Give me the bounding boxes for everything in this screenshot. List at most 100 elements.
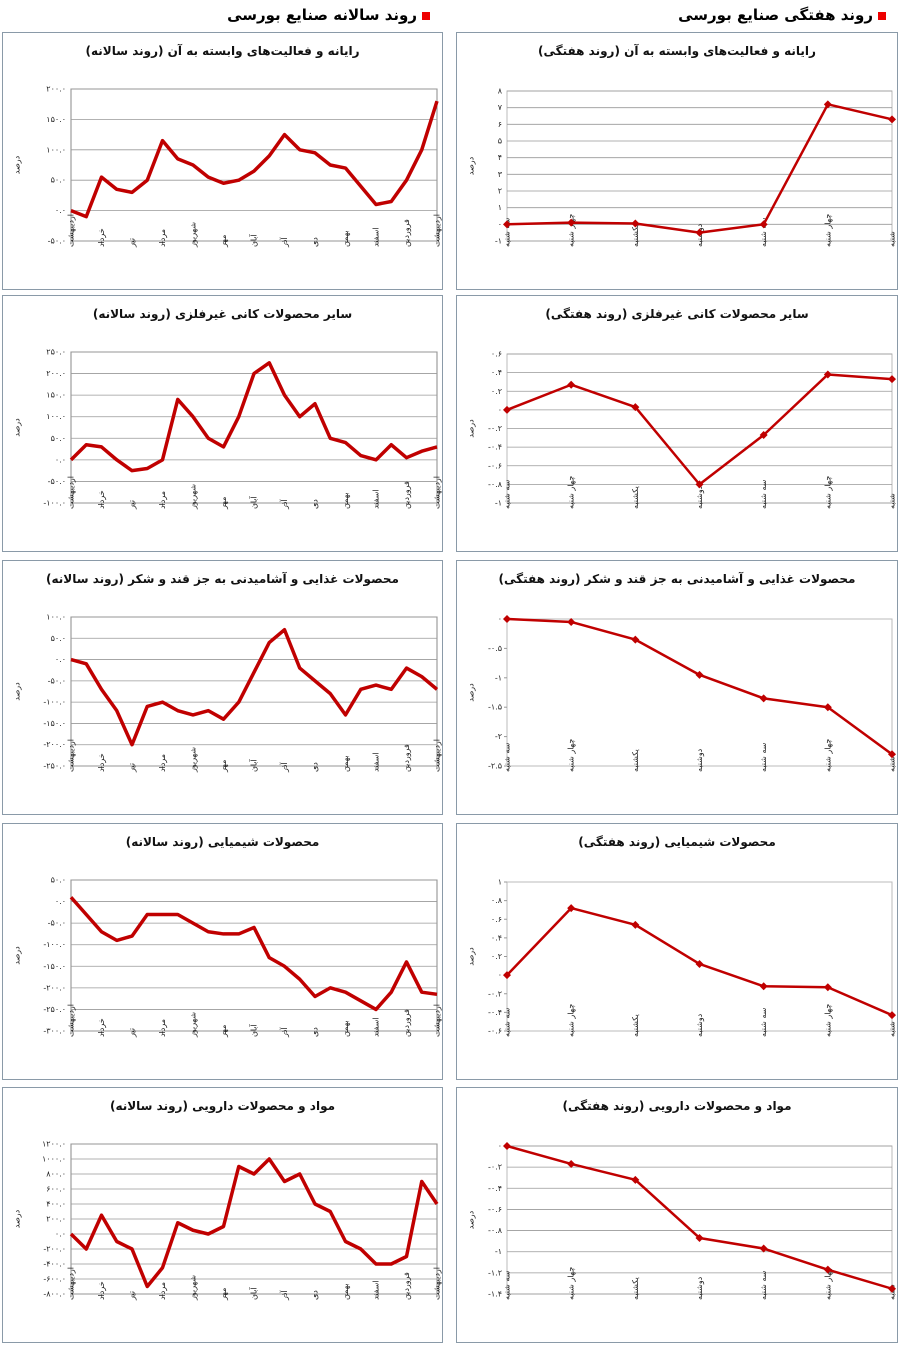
data-marker xyxy=(567,617,576,626)
data-line xyxy=(506,103,893,234)
chart-panel: مواد و محصولات دارویی (روند سالانه) درصد -… xyxy=(2,1087,443,1343)
x-tick-label: خرداد xyxy=(97,753,106,772)
x-tick-label: چهار شنبه xyxy=(823,1004,832,1037)
x-tick-label: تیر xyxy=(128,238,137,248)
y-tick-label: -۰.۶ xyxy=(488,461,502,470)
y-axis-label: درصد xyxy=(467,683,476,702)
y-tick-label: ۰.۰ xyxy=(55,206,66,215)
x-tick-label: سه شنبه xyxy=(759,217,768,247)
y-tick-label: -۲۰۰.۰ xyxy=(43,1245,66,1254)
x-tick-label: چهار شنبه xyxy=(823,1267,832,1300)
x-tick-label: آذر xyxy=(279,762,289,773)
x-tick-label: خرداد xyxy=(97,228,106,247)
data-marker xyxy=(695,480,704,489)
data-marker xyxy=(823,703,832,712)
x-tick-label: اردیبهشت xyxy=(67,1004,76,1037)
y-tick-label: ۴ xyxy=(498,153,502,162)
y-tick-label: ۱ xyxy=(498,203,502,212)
x-tick-label: دی xyxy=(311,499,320,509)
y-tick-label: ۰ xyxy=(498,405,502,414)
chart-title: محصولات غذایی و آشامیدنی به جز قند و شکر… xyxy=(498,572,856,586)
y-tick-label: ۵۰.۰ xyxy=(51,176,66,185)
x-tick-label: اسفند xyxy=(372,1017,381,1037)
x-tick-label: خرداد xyxy=(97,1281,106,1300)
data-marker xyxy=(823,370,832,379)
y-axis-label: درصد xyxy=(467,156,476,175)
y-axis-label: درصد xyxy=(13,1209,22,1228)
y-tick-label: -۲۰۰.۰ xyxy=(43,983,66,992)
data-marker xyxy=(631,635,640,644)
y-tick-label: -۰.۴ xyxy=(488,443,502,452)
x-tick-label: سه شنبه xyxy=(759,1270,768,1300)
x-tick-label: فروردین xyxy=(402,744,411,772)
data-marker xyxy=(503,405,511,414)
x-tick-label: شنبه xyxy=(888,231,897,247)
y-tick-label: ۰.۴ xyxy=(491,368,502,377)
x-tick-label: چهار شنبه xyxy=(823,476,832,509)
x-tick-label: سه شنبه xyxy=(503,479,512,509)
x-tick-label: اردیبهشت xyxy=(433,476,442,509)
y-tick-label: ۰ xyxy=(498,971,502,980)
x-tick-label: چهار شنبه xyxy=(567,214,576,247)
data-marker xyxy=(503,615,511,623)
y-tick-label: ۱۰۰.۰ xyxy=(46,613,66,622)
chart-title: سایر محصولات کانی غیرفلزی (روند سالانه) xyxy=(92,307,353,321)
data-marker xyxy=(888,115,896,124)
x-tick-label: بهمن xyxy=(341,1020,350,1037)
x-tick-label: مرداد xyxy=(158,1282,167,1300)
data-marker xyxy=(503,1142,511,1150)
plot-area xyxy=(506,618,893,767)
x-tick-label: شنبه xyxy=(888,1021,897,1037)
y-tick-label: ۲۵۰.۰ xyxy=(46,348,66,357)
y-tick-label: -۵۰.۰ xyxy=(48,477,66,486)
x-tick-label: چهار شنبه xyxy=(823,739,832,772)
y-tick-label: -۰.۲ xyxy=(488,424,502,433)
y-tick-label: ۰.۰ xyxy=(55,655,66,664)
y-tick-label: ۵ xyxy=(498,137,502,146)
y-axis-label: درصد xyxy=(13,682,22,701)
x-tick-label: اردیبهشت xyxy=(433,214,442,247)
x-tick-label: شهریور xyxy=(189,222,198,248)
y-tick-label: ۷ xyxy=(498,103,503,112)
x-tick-label: آذر xyxy=(279,237,289,248)
x-tick-label: دی xyxy=(311,1027,320,1037)
chart-title: مواد و محصولات دارویی (روند هفتگی) xyxy=(562,1099,792,1113)
chart-title: سایر محصولات کانی غیرفلزی (روند هفتگی) xyxy=(545,307,809,321)
data-marker xyxy=(888,1011,896,1020)
data-marker xyxy=(695,670,704,679)
x-tick-label: فروردین xyxy=(402,219,411,247)
chart: درصد -۱.۴ -۱.۲ -۱ -۰.۸ -۰.۶ -۰.۴ -۰.۲ ۰ سه شنبه چه… xyxy=(467,1142,897,1301)
y-tick-label: ۰.۴ xyxy=(491,933,502,942)
y-axis-label: درصد xyxy=(13,155,22,174)
x-tick-label: مهر xyxy=(219,235,228,248)
data-marker xyxy=(759,1244,768,1253)
y-tick-label: -۰.۴ xyxy=(488,1184,502,1193)
chart-title: محصولات شیمیایی (روند سالانه) xyxy=(125,835,320,849)
y-tick-label: -۱ xyxy=(495,1247,502,1256)
y-tick-label: -۰.۸ xyxy=(488,480,503,489)
y-tick-label: ۱ xyxy=(498,878,502,887)
y-tick-label: ۴۰۰.۰ xyxy=(46,1200,66,1209)
x-tick-label: مرداد xyxy=(158,491,167,509)
x-tick-label: آبان xyxy=(249,233,259,247)
y-tick-label: -۰.۴ xyxy=(488,1008,502,1017)
y-tick-label: -۴۰۰.۰ xyxy=(43,1260,66,1269)
y-tick-label: -۱۵۰.۰ xyxy=(43,962,66,971)
plot-area xyxy=(70,879,438,1032)
x-tick-label: یکشنبه xyxy=(631,1014,640,1037)
y-tick-label: ۰.۶ xyxy=(491,350,502,359)
x-tick-label: دوشنبه xyxy=(695,485,704,509)
x-tick-label: یکشنبه xyxy=(631,224,640,247)
y-tick-label: ۶ xyxy=(498,120,502,129)
y-tick-label: -۵۰.۰ xyxy=(48,676,66,685)
chart-panel: رایانه و فعالیت‌های وابسته به آن (روند ه… xyxy=(456,32,898,290)
x-tick-label: اسفند xyxy=(372,752,381,772)
y-tick-label: ۶۰۰.۰ xyxy=(46,1185,66,1194)
y-tick-label: -۰.۲ xyxy=(488,1163,502,1172)
x-tick-label: سه شنبه xyxy=(759,742,768,772)
y-tick-label: ۵۰.۰ xyxy=(51,876,66,885)
x-tick-label: چهار شنبه xyxy=(567,476,576,509)
x-tick-label: تیر xyxy=(128,763,137,773)
x-tick-label: یکشنبه xyxy=(631,1277,640,1300)
